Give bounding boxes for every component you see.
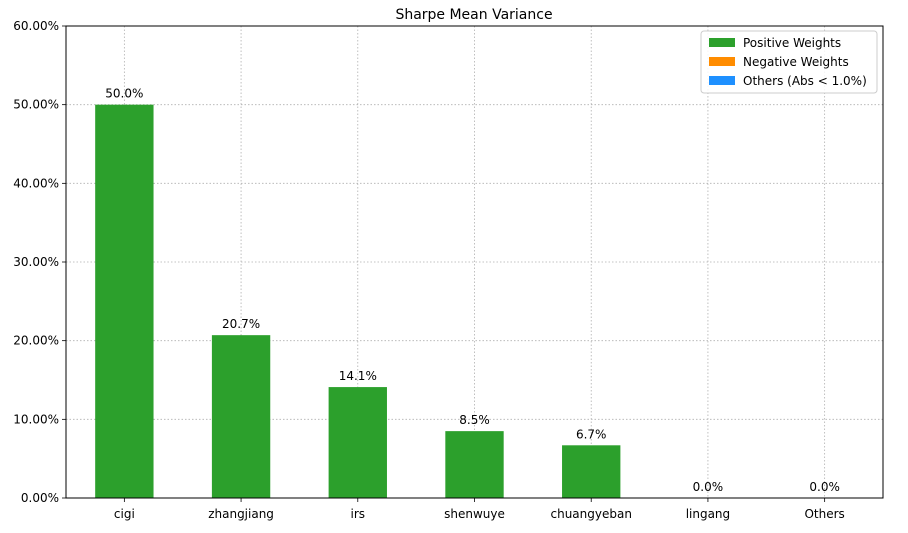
legend-swatch [709, 76, 735, 85]
data-label: 14.1% [339, 369, 377, 383]
bar [95, 104, 154, 499]
data-label: 6.7% [576, 427, 607, 441]
y-tick-label: 10.00% [13, 412, 59, 426]
legend-label: Negative Weights [743, 55, 849, 69]
data-labels: 50.0% 20.7% 14.1% 8.5% 6.7% 0.0% 0.0% [105, 87, 840, 494]
legend-label: Positive Weights [743, 36, 841, 50]
data-label: 8.5% [459, 413, 490, 427]
legend-swatch [709, 57, 735, 66]
x-tick-label: irs [351, 507, 366, 521]
tick-labels: 0.00% 10.00% 20.00% 30.00% 40.00% 50.00% 60.00… [13, 19, 845, 521]
bar [562, 445, 621, 498]
y-tick-label: 40.00% [13, 176, 59, 190]
bars [95, 104, 621, 499]
legend: Positive Weights Negative Weights Others (… [700, 30, 878, 94]
data-label: 0.0% [809, 480, 840, 494]
y-tick-label: 0.00% [21, 491, 59, 505]
y-tick-label: 20.00% [13, 334, 59, 348]
legend-swatch [709, 38, 735, 47]
x-tick-label: shenwuye [444, 507, 505, 521]
plot-frame [65, 25, 884, 499]
y-tick-label: 60.00% [13, 19, 59, 33]
data-label: 50.0% [105, 87, 143, 101]
legend-box [700, 30, 878, 94]
x-tick-label: Others [804, 507, 844, 521]
legend-label: Others (Abs < 1.0%) [743, 74, 867, 88]
x-tick-label: zhangjiang [208, 507, 274, 521]
grid [66, 25, 883, 499]
bar [211, 335, 271, 498]
axes [62, 25, 884, 502]
chart-title: Sharpe Mean Variance [395, 7, 552, 23]
x-tick-label: cigi [114, 507, 135, 521]
bar [445, 431, 504, 498]
data-label: 0.0% [693, 480, 724, 494]
x-tick-label: chuangyeban [550, 507, 631, 521]
y-tick-label: 50.00% [13, 98, 59, 112]
bar [328, 387, 387, 498]
y-tick-label: 30.00% [13, 255, 59, 269]
x-tick-label: lingang [686, 507, 730, 521]
data-label: 20.7% [222, 317, 260, 331]
